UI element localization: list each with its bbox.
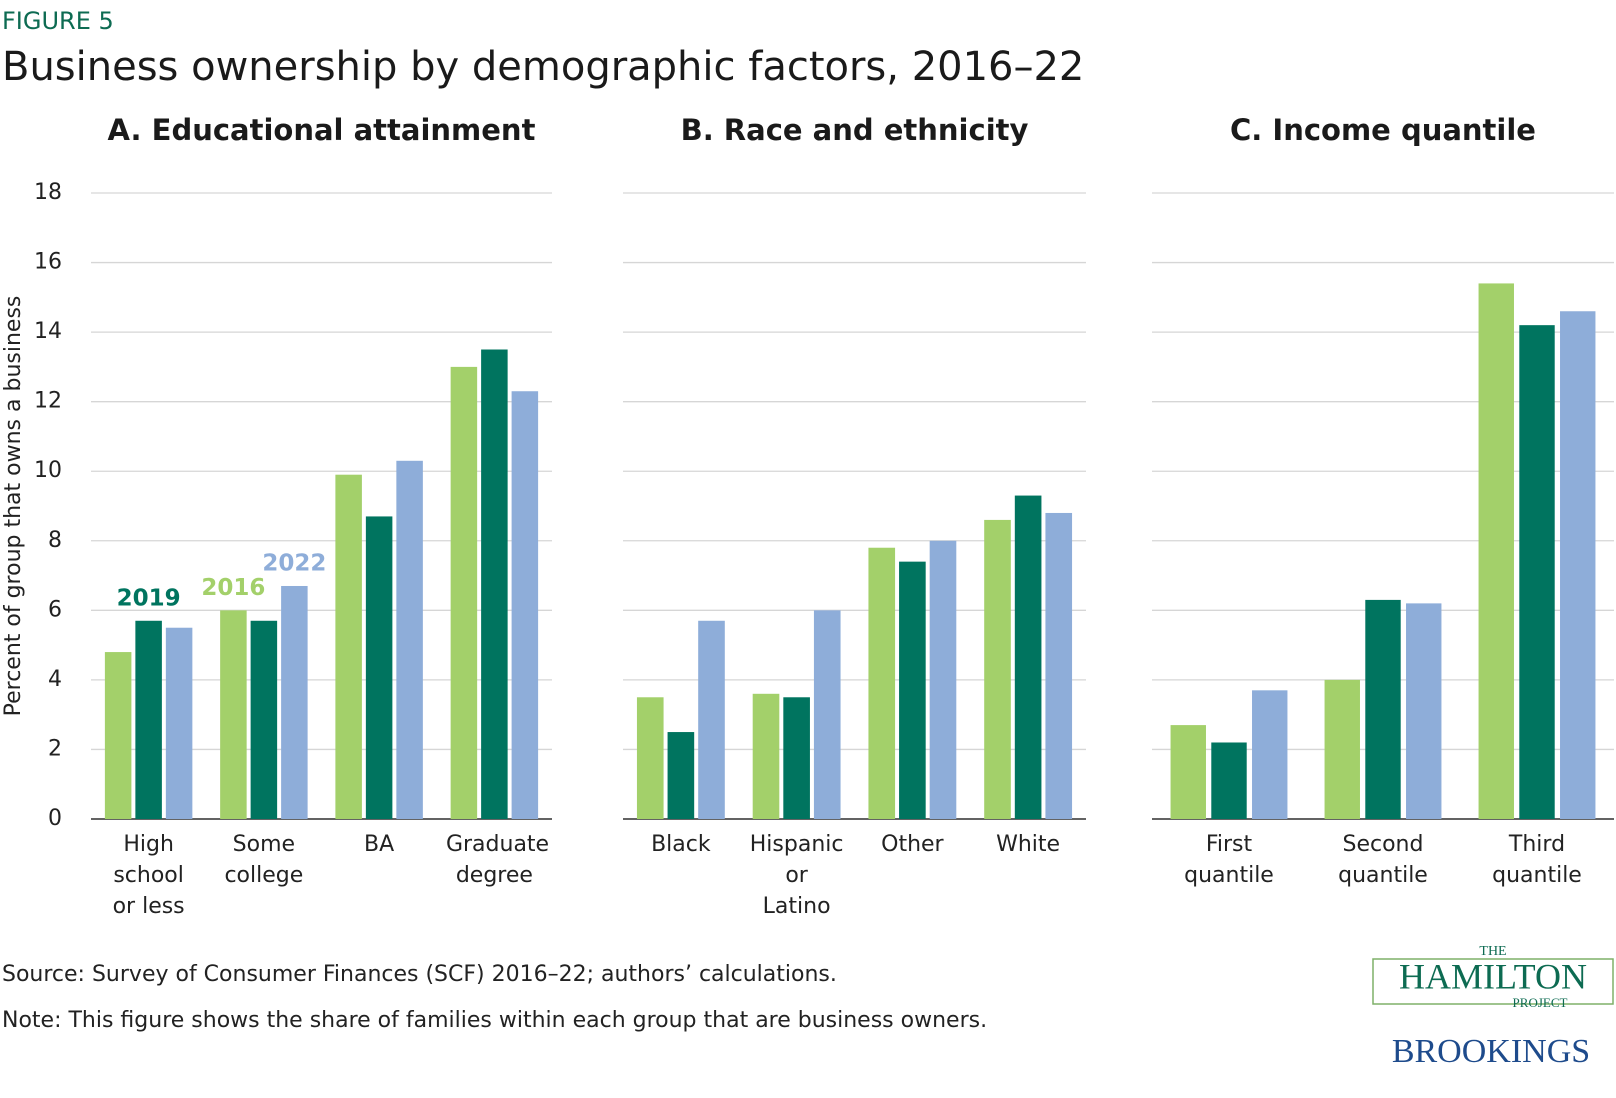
bar [1519, 325, 1555, 819]
bar [984, 519, 1011, 819]
bar [135, 620, 162, 819]
legend-label: 2016 [201, 575, 265, 601]
legend-label: 2019 [117, 585, 181, 611]
bar [1170, 725, 1206, 819]
x-tick-label: High school or less [112, 832, 185, 919]
bar [899, 561, 926, 819]
bar [1014, 495, 1042, 819]
logo: THE HAMILTON PROJECT BROOKINGS [1372, 944, 1614, 1070]
bar [1478, 283, 1514, 819]
bar [1406, 603, 1442, 819]
bar [104, 652, 132, 819]
x-tick-label: BA [364, 832, 395, 857]
panel-title: C. Income quantile [1230, 113, 1536, 147]
x-tick-label: Third quantile [1492, 832, 1582, 888]
y-tick-label: 14 [34, 319, 62, 344]
bar [929, 540, 957, 819]
bar [365, 516, 393, 819]
x-tick-label: Second quantile [1338, 832, 1428, 888]
y-tick-label: 4 [48, 667, 62, 692]
bar [396, 460, 423, 819]
bar [1045, 512, 1073, 819]
logo-the: THE [1479, 944, 1506, 959]
x-tick-label: White [996, 832, 1061, 857]
logo-project: PROJECT [1513, 995, 1568, 1010]
bar [220, 610, 247, 819]
x-tick-label: First quantile [1184, 832, 1274, 888]
bar [281, 585, 308, 819]
x-tick-label: Black [651, 832, 711, 857]
bar [165, 627, 193, 819]
bar [636, 697, 664, 819]
y-tick-label: 18 [34, 180, 62, 205]
bar [1252, 690, 1288, 819]
panel-title: B. Race and ethnicity [681, 113, 1029, 147]
bar [1560, 311, 1596, 819]
legend-label: 2022 [262, 550, 326, 576]
note: Note: This figure shows the share of fam… [2, 1008, 988, 1033]
bar [335, 474, 362, 819]
chart-title: Business ownership by demographic factor… [2, 44, 1084, 90]
figure-label: FIGURE 5 [2, 7, 114, 35]
panel-title: A. Educational attainment [108, 113, 536, 147]
bar [250, 620, 278, 819]
y-tick-label: 6 [48, 597, 62, 622]
bar [1365, 599, 1401, 819]
logo-frame [1372, 958, 1614, 1005]
y-tick-label: 10 [34, 458, 62, 483]
y-axis-label: Percent of group that owns a business [1, 296, 26, 717]
bar [783, 697, 810, 819]
x-tick-label: Some college [224, 832, 304, 888]
y-tick-label: 2 [48, 736, 62, 761]
bar [1211, 742, 1247, 819]
y-tick-label: 8 [48, 528, 62, 553]
bar [481, 349, 508, 819]
x-tick-label: Graduate degree [445, 832, 550, 888]
x-tick-label: Other [881, 832, 944, 857]
logo-hamilton: HAMILTON [1399, 956, 1587, 996]
bar [868, 547, 896, 819]
y-tick-label: 16 [34, 250, 62, 275]
logo-brookings: BROOKINGS [1392, 1033, 1590, 1070]
bar [1324, 679, 1360, 819]
bar [752, 693, 780, 819]
bar [813, 610, 841, 819]
bar [511, 391, 539, 819]
y-tick-label: 12 [34, 389, 62, 414]
x-tick-label: Hispanic or Latino [749, 832, 844, 919]
y-tick-label: 0 [48, 806, 62, 831]
source: Source: Survey of Consumer Finances (SCF… [2, 962, 837, 987]
bar [667, 732, 695, 819]
bar [450, 366, 478, 819]
bar [698, 620, 725, 819]
